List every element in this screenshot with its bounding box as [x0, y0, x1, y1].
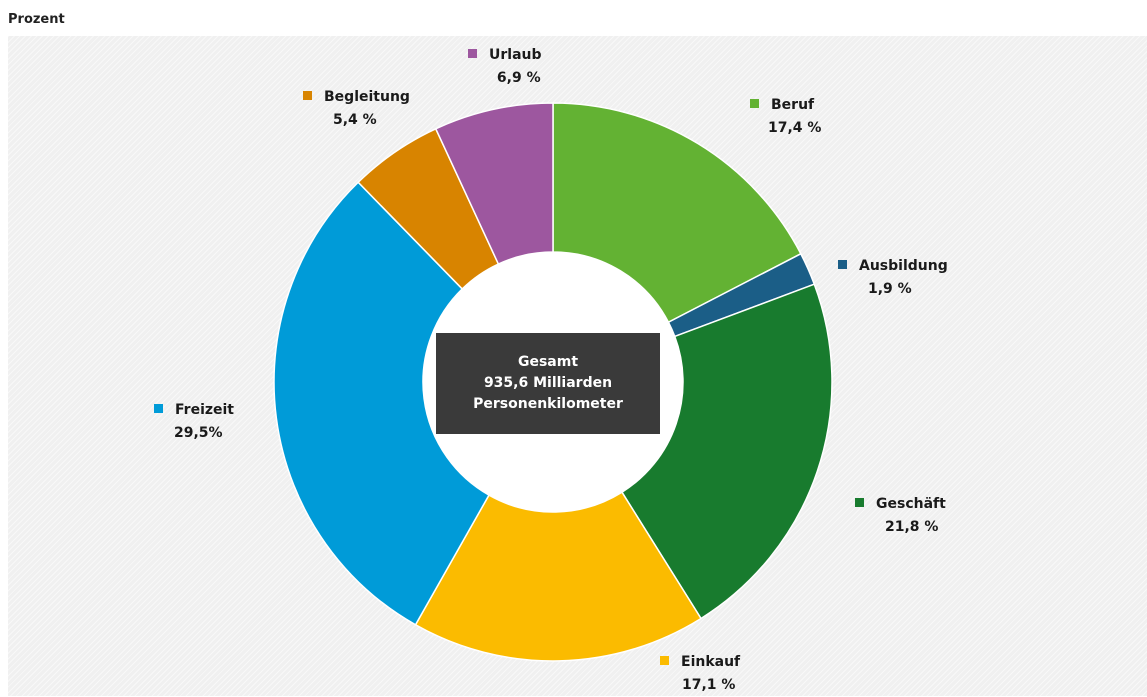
label-name: Geschäft [876, 496, 946, 512]
center-line-3: Personenkilometer [473, 396, 623, 412]
swatch-begleitung [303, 91, 312, 100]
swatch-beruf [750, 99, 759, 108]
label-value: 17,4 % [768, 120, 822, 136]
label-urlaub: Urlaub 6,9 % [468, 44, 542, 90]
label-name: Urlaub [489, 47, 542, 63]
swatch-einkauf [660, 656, 669, 665]
unit-label: Prozent [8, 12, 65, 27]
label-name: Ausbildung [859, 258, 948, 274]
swatch-ausbildung [838, 260, 847, 269]
swatch-urlaub [468, 49, 477, 58]
label-value: 6,9 % [496, 70, 541, 86]
swatch-freizeit [154, 404, 163, 413]
label-einkauf: Einkauf 17,1 % [660, 651, 740, 697]
label-begleitung: Begleitung 5,4 % [303, 86, 410, 132]
label-value: 5,4 % [333, 112, 377, 128]
label-name: Freizeit [175, 402, 235, 418]
label-name: Beruf [771, 97, 815, 113]
label-value: 17,1 % [682, 677, 736, 693]
label-ausbildung: Ausbildung 1,9 % [838, 255, 948, 301]
label-value: 21,8 % [885, 519, 939, 535]
label-name: Begleitung [324, 89, 410, 105]
center-line-2: 935,6 Milliarden [483, 375, 613, 391]
label-name: Einkauf [681, 654, 741, 670]
center-line-1: Gesamt [517, 354, 579, 370]
label-value: 29,5% [174, 425, 223, 441]
label-beruf: Beruf 17,4 % [750, 94, 821, 140]
label-value: 1,9 % [868, 281, 912, 297]
center-total-box: Gesamt 935,6 Milliarden Personenkilomete… [436, 333, 660, 434]
swatch-geschaeft [855, 498, 864, 507]
label-freizeit: Freizeit 29,5% [154, 399, 234, 445]
label-geschaeft: Geschäft 21,8 % [855, 493, 946, 539]
